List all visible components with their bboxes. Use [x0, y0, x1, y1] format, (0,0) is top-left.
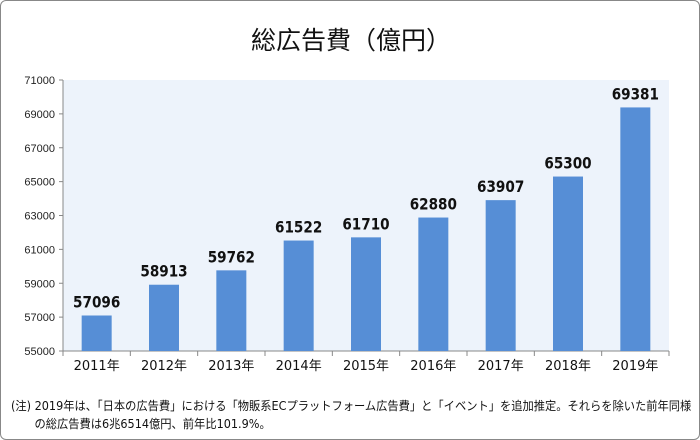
y-tick-label: 69000	[24, 109, 55, 121]
y-tick-label: 63000	[24, 211, 55, 223]
data-label: 61710	[342, 215, 389, 233]
chart-title: 総広告費（億円）	[250, 26, 451, 55]
bar	[351, 237, 381, 351]
y-tick-label: 57000	[24, 312, 55, 324]
y-tick-label: 61000	[24, 244, 55, 256]
y-tick-label: 71000	[24, 75, 55, 87]
data-label: 63907	[477, 178, 524, 196]
x-tick-label: 2014年	[276, 359, 322, 374]
y-tick-label: 55000	[24, 346, 55, 358]
bar	[216, 270, 247, 351]
x-tick-label: 2019年	[612, 359, 658, 374]
footnote-line-2: の総広告費は6兆6514億円、前年比101.9%。	[34, 417, 271, 431]
data-label: 57096	[73, 293, 120, 311]
data-label: 69381	[612, 85, 659, 103]
bar	[283, 240, 314, 351]
data-label: 65300	[544, 155, 591, 173]
x-tick-label: 2012年	[141, 359, 187, 374]
x-tick-label: 2016年	[410, 359, 456, 374]
x-tick-label: 2011年	[74, 359, 120, 374]
y-tick-label: 65000	[24, 177, 55, 189]
bar	[418, 217, 449, 351]
bar	[620, 107, 651, 351]
bar	[553, 176, 583, 351]
footnote: (注) 2019年は、「日本の広告費」における「物販系ECプラットフォーム広告費…	[11, 397, 699, 433]
bar	[81, 315, 112, 351]
y-tick-label: 59000	[24, 278, 55, 290]
y-tick-label: 67000	[24, 143, 55, 155]
x-tick-label: 2018年	[545, 359, 591, 374]
bar	[149, 284, 179, 351]
x-tick-label: 2013年	[208, 359, 254, 374]
x-tick-label: 2015年	[343, 359, 389, 374]
data-label: 61522	[275, 219, 322, 237]
x-tick-label: 2017年	[478, 359, 524, 374]
footnote-line-1: (注) 2019年は、「日本の広告費」における「物販系ECプラットフォーム広告費…	[11, 399, 692, 413]
data-label: 58913	[140, 263, 187, 281]
data-label: 62880	[410, 196, 457, 214]
bar	[485, 200, 516, 351]
data-label: 59762	[208, 248, 255, 266]
